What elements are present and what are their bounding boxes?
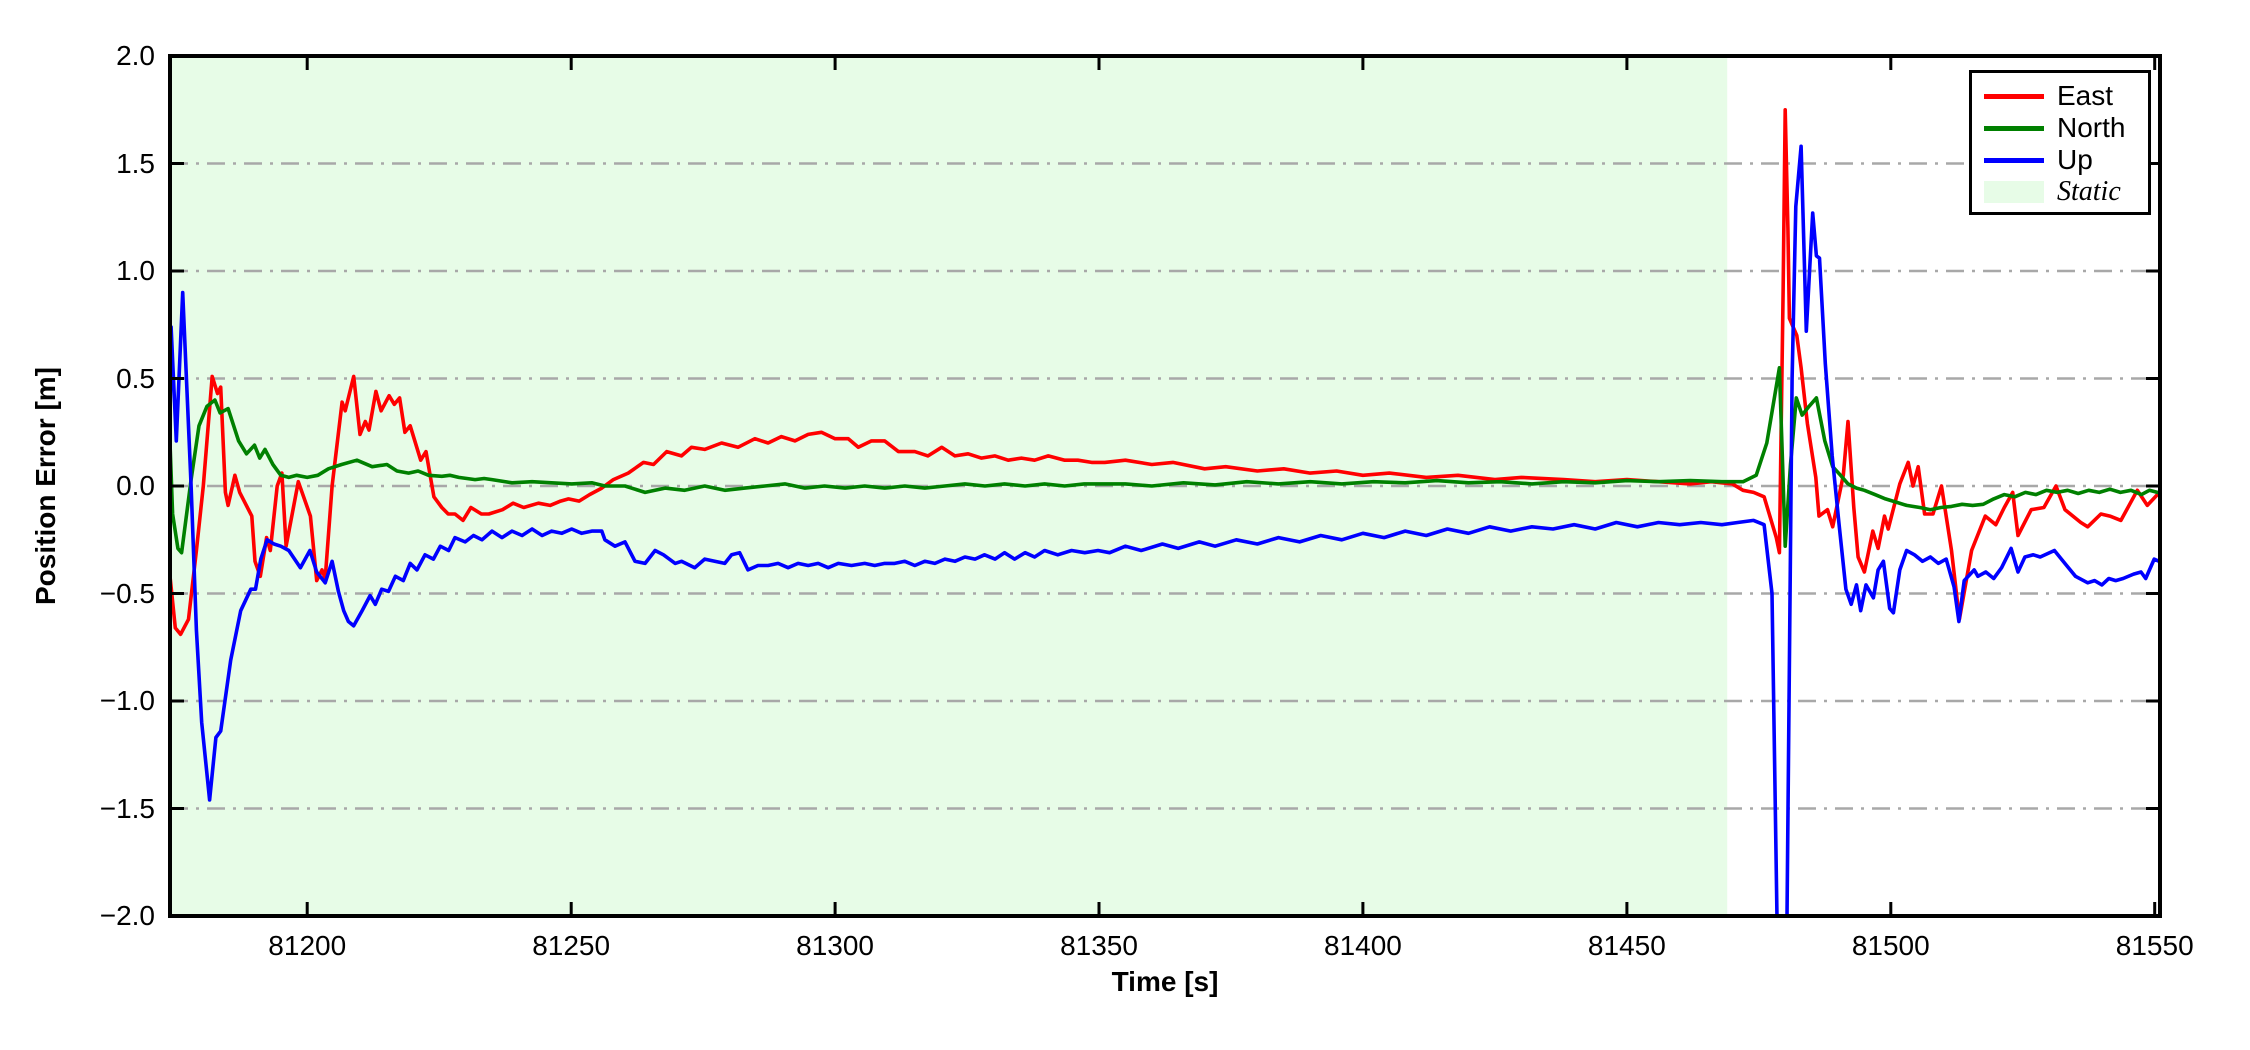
- legend: East North Up Static: [1969, 70, 2151, 215]
- up-line-swatch: [1984, 157, 2044, 163]
- x-axis-title: Time [s]: [1111, 966, 1219, 997]
- x-tick-label: 81250: [532, 930, 611, 961]
- y-tick-label: −1.5: [99, 792, 155, 824]
- y-tick-label: 2.0: [116, 40, 155, 71]
- x-tick-label: 81550: [2115, 930, 2194, 961]
- axes-frame: [168, 54, 2162, 918]
- legend-item-up: Up: [1984, 144, 2148, 176]
- y-tick-label: −2.0: [99, 900, 155, 931]
- legend-item-north: North: [1984, 112, 2148, 144]
- legend-item-east: East: [1984, 80, 2148, 112]
- static-patch-swatch: [1984, 181, 2044, 203]
- legend-item-static: Static: [1984, 176, 2148, 208]
- legend-label-north: North: [2057, 112, 2126, 143]
- series-up: [170, 144, 2160, 916]
- series-north: [170, 365, 2160, 555]
- x-tick-label: 81200: [268, 930, 347, 961]
- y-tick-label: −1.0: [99, 685, 155, 716]
- east-line-swatch: [1984, 93, 2044, 99]
- x-tick-label: 81300: [796, 930, 875, 961]
- legend-label-up: Up: [2057, 144, 2093, 175]
- y-tick-label: 0.0: [116, 470, 155, 501]
- x-tick-label: 81450: [1587, 930, 1666, 961]
- y-tick-label: −0.5: [99, 577, 155, 609]
- x-tick-label: 81350: [1060, 930, 1138, 961]
- y-tick-label: 1.0: [116, 255, 155, 286]
- x-tick-label: 81500: [1851, 930, 1930, 961]
- legend-label-east: East: [2057, 80, 2114, 111]
- x-tick-label: 81400: [1324, 930, 1402, 961]
- y-tick-label: 1.5: [116, 147, 155, 179]
- legend-label-static: Static: [2057, 176, 2121, 207]
- north-line-swatch: [1984, 125, 2044, 131]
- y-tick-label: 0.5: [116, 362, 155, 394]
- series-east: [170, 108, 2160, 637]
